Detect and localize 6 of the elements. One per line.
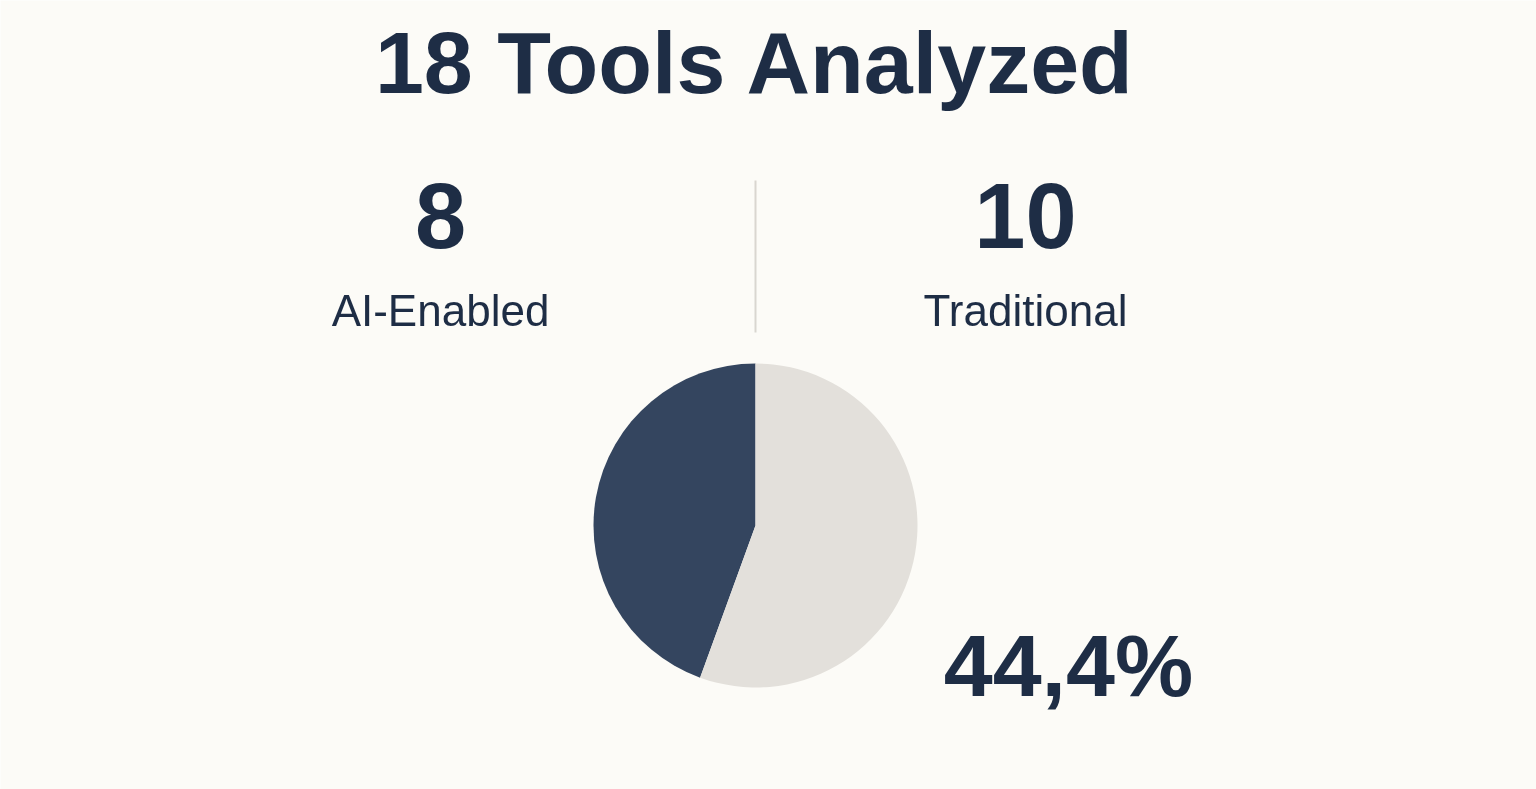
- chart-title: 18 Tools Analyzed: [374, 13, 1133, 112]
- data-label: 8: [414, 164, 467, 267]
- slice-label: AI-Enabled: [331, 286, 550, 335]
- data-label: 10: [974, 164, 1077, 267]
- text: 44,4%: [943, 616, 1194, 715]
- slice-label: Traditional: [923, 286, 1128, 335]
